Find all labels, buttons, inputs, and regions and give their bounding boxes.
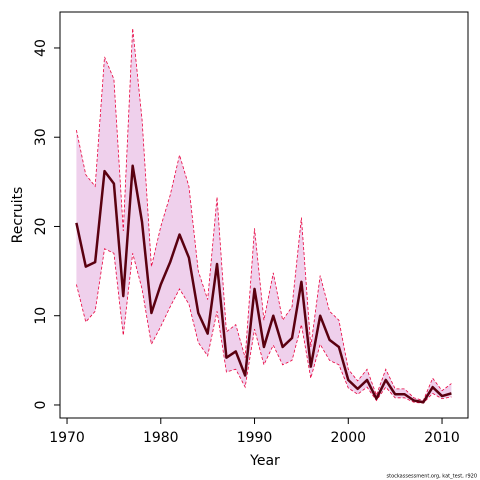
confidence-band [76,28,452,404]
footer: stockassessment.org, kat_test, r920 [387,474,478,480]
confidence-bound [76,248,452,404]
y-tick-label: 30 [33,128,49,146]
y-tick-label: 0 [33,401,49,410]
x-tick-label: 2000 [330,430,366,446]
y-axis-label: Recruits [10,187,26,244]
x-tick-label: 1990 [237,430,273,446]
x-tick-label: 1970 [49,430,85,446]
estimate-line [75,164,452,404]
x-tick-label: 2010 [424,430,460,446]
confidence-bound [76,28,452,401]
y-tick-label: 20 [33,218,49,236]
x-axis-label: Year [249,453,280,469]
y-tick-label: 40 [33,39,49,57]
plot-frame [59,11,469,419]
y-tick-label: 10 [33,307,49,325]
x-tick-label: 1980 [143,430,179,446]
